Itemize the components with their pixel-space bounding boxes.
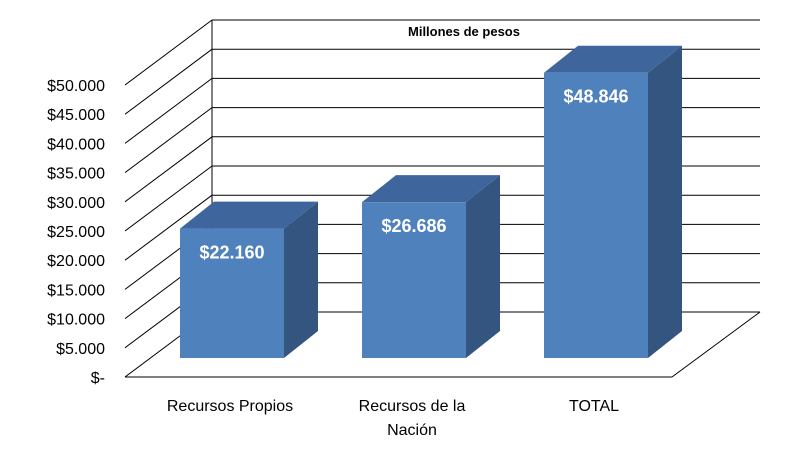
y-tick-label: $35.000: [47, 166, 105, 183]
bar-top-face: [180, 201, 318, 229]
x-axis-category-labels: Recursos Propios Recursos de la Nación TOTA…: [167, 398, 619, 439]
gridline-diagonal-6: [124, 136, 213, 203]
bar-side-face: [648, 45, 682, 359]
y-tick-label: $30.000: [47, 195, 105, 212]
y-tick-label: $15.000: [47, 282, 105, 299]
y-tick-label: $5.000: [56, 341, 105, 358]
x-category-label: Recursos Propios: [167, 398, 293, 415]
bar-top-face: [362, 175, 500, 203]
y-tick-label: $20.000: [47, 253, 105, 270]
gridline-diagonal-4: [124, 194, 213, 261]
bar: $22.160: [180, 201, 318, 358]
y-axis-tick-labels: $- $5.000 $10.000 $15.000 $20.000 $25.000 $30.…: [47, 78, 105, 387]
floor-right-edge: [671, 311, 761, 378]
bar: $48.846: [544, 45, 682, 359]
y-tick-label: $45.000: [47, 107, 105, 124]
gridline-diagonal-5: [124, 165, 213, 232]
y-tick-label: $25.000: [47, 224, 105, 241]
data-label: $22.160: [199, 243, 264, 263]
chart-title: Millones de pesos: [408, 24, 520, 39]
x-category-label: TOTAL: [569, 398, 619, 415]
bar-top-face: [544, 45, 682, 73]
bar: $26.686: [362, 175, 500, 358]
bars: $22.160 $26.686 $48.846: [180, 45, 682, 359]
gridline-diagonal-7: [124, 107, 213, 174]
y-tick-label: $10.000: [47, 312, 105, 329]
bar-front-face: [180, 228, 284, 358]
gridline-diagonal-8: [124, 77, 213, 144]
y-tick-label: $40.000: [47, 136, 105, 153]
gridline-diagonal-10: [124, 19, 213, 86]
bar-front-face: [362, 202, 466, 358]
bar-side-face: [466, 175, 500, 358]
x-category-label: Nación: [387, 422, 437, 439]
y-tick-label: $50.000: [47, 78, 105, 95]
x-category-label: Recursos de la: [359, 398, 466, 415]
gridline-diagonal-9: [124, 48, 213, 115]
data-label: $26.686: [381, 216, 446, 236]
bar-side-face: [284, 201, 318, 358]
data-label: $48.846: [563, 87, 628, 107]
bar-front-face: [544, 72, 648, 359]
y-tick-label: $-: [91, 370, 105, 387]
